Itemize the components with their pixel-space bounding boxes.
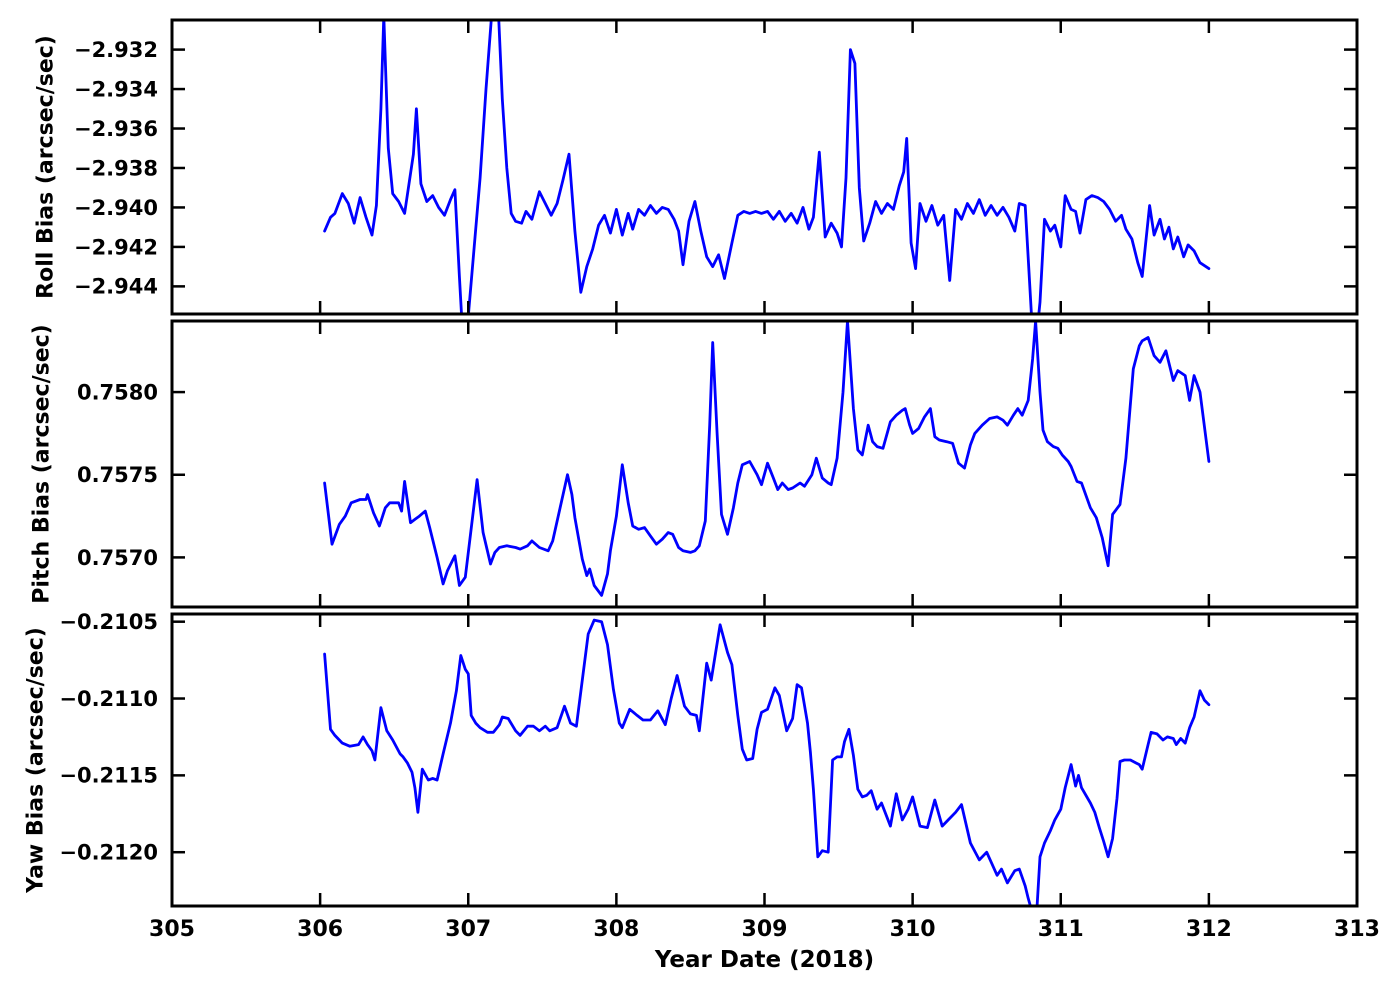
roll-bias-line bbox=[323, 20, 1211, 314]
roll-axis-label: Roll Bias (arcsec/sec) bbox=[33, 35, 59, 299]
yaw-bias-ytick-label: −0.2105 bbox=[59, 610, 158, 634]
xtick-label: 312 bbox=[1186, 917, 1232, 942]
pitch-bias-ytick-label: 0.7580 bbox=[77, 380, 158, 404]
xtick-label: 313 bbox=[1334, 917, 1380, 942]
xtick-label: 308 bbox=[593, 917, 639, 942]
yaw-bias-ytick-label: −0.2115 bbox=[59, 764, 158, 788]
xtick-label: 307 bbox=[445, 917, 491, 942]
xtick-label: 306 bbox=[297, 917, 343, 942]
yaw-axis-label: Yaw Bias (arcsec/sec) bbox=[23, 627, 49, 893]
roll-bias-subplot: −2.932 −2.934 −2.936 −2.938 −2.940 −2.942 −2.9… bbox=[74, 18, 1359, 316]
roll-bias-ytick-label: −2.942 bbox=[74, 235, 158, 259]
yaw-bias-subplot: −0.2105 −0.2110 −0.2115 −0.2120 bbox=[59, 610, 1359, 908]
yaw-bias-ytick-label: −0.2120 bbox=[59, 841, 158, 865]
pitch-bias-ytick-label: 0.7570 bbox=[77, 546, 158, 570]
xtick-label: 311 bbox=[1038, 917, 1084, 942]
xtick-label: 310 bbox=[890, 917, 936, 942]
roll-bias-ytick-label: −2.940 bbox=[74, 196, 158, 220]
yaw-bias-line bbox=[323, 618, 1211, 906]
roll-bias-ytick-label: −2.938 bbox=[74, 156, 158, 180]
yaw-bias-ytick-label: −0.2110 bbox=[59, 687, 158, 711]
roll-bias-ytick-label: −2.932 bbox=[74, 38, 158, 62]
x-axis-label: Year Date (2018) bbox=[654, 947, 875, 973]
xtick-label: 305 bbox=[149, 917, 195, 942]
roll-bias-ytick-label: −2.934 bbox=[74, 77, 158, 101]
pitch-bias-subplot: 0.7580 0.7575 0.7570 bbox=[77, 319, 1359, 609]
pitch-axis-label: Pitch Bias (arcsec/sec) bbox=[29, 324, 55, 604]
pitch-bias-ytick-label: 0.7575 bbox=[77, 463, 158, 487]
roll-bias-ytick-label: −2.936 bbox=[74, 117, 158, 141]
roll-bias-ytick-label: −2.944 bbox=[74, 275, 158, 299]
pitch-bias-line bbox=[323, 321, 1211, 597]
xtick-label: 309 bbox=[742, 917, 788, 942]
